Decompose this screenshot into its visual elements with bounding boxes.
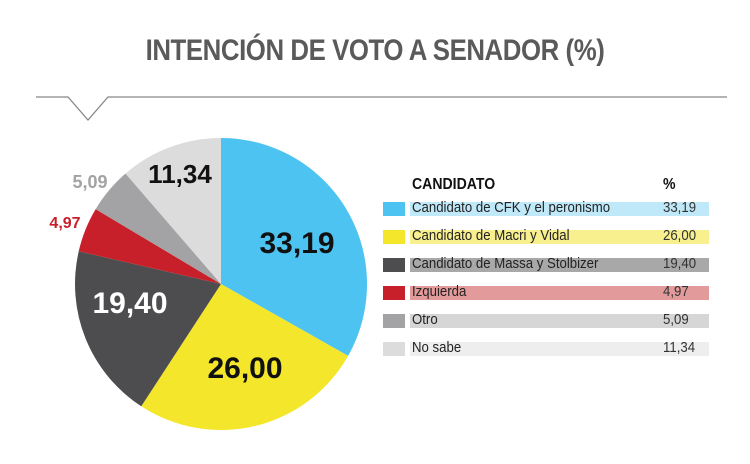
legend-name: Candidato de Massa y Stolbizer (412, 255, 599, 272)
slice-label: 26,00 (207, 352, 282, 385)
legend-header: CANDIDATO % (383, 176, 713, 198)
legend-bar (410, 230, 709, 244)
legend-name: Candidato de Macri y Vidal (412, 227, 570, 244)
legend-swatch (383, 286, 405, 300)
title-divider (36, 96, 727, 121)
slice-label: 33,19 (259, 227, 334, 260)
legend-header-value: % (663, 176, 676, 193)
legend-bar (410, 286, 709, 300)
legend-name: Otro (412, 311, 438, 328)
legend-value: 4,97 (663, 283, 689, 300)
legend-bar (410, 202, 709, 216)
pie-slice-5 (125, 138, 221, 284)
pie-slice-0 (221, 138, 367, 356)
legend-value: 5,09 (663, 311, 689, 328)
legend-name: Candidato de CFK y el peronismo (412, 199, 611, 216)
pie-slice-3 (78, 209, 221, 284)
legend-bar (410, 258, 709, 272)
legend-header-name: CANDIDATO (412, 176, 496, 193)
legend-value: 26,00 (663, 227, 697, 244)
pie-slice-1 (141, 284, 349, 430)
pie-slice-2 (75, 251, 222, 407)
legend-value: 19,40 (663, 255, 697, 272)
legend-row: No sabe 11,34 (383, 338, 713, 366)
slice-label: 19,40 (92, 287, 167, 320)
legend-row: Izquierda 4,97 (383, 282, 713, 310)
legend-row: Otro 5,09 (383, 310, 713, 338)
legend-swatch (383, 342, 405, 356)
chart-title: INTENCIÓN DE VOTO A SENADOR (%) (145, 34, 605, 67)
legend-row: Candidato de CFK y el peronismo 33,19 (383, 198, 713, 226)
slice-label: 5,09 (72, 172, 107, 192)
legend-name: Izquierda (412, 283, 467, 300)
slice-label: 4,97 (49, 215, 80, 232)
legend-row: Candidato de Massa y Stolbizer 19,40 (383, 254, 713, 282)
legend: CANDIDATO % Candidato de CFK y el peroni… (383, 176, 713, 366)
slice-label: 11,34 (148, 159, 212, 189)
legend-value: 11,34 (663, 339, 696, 356)
legend-row: Candidato de Macri y Vidal 26,00 (383, 226, 713, 254)
legend-bar (410, 314, 709, 328)
legend-value: 33,19 (663, 199, 697, 216)
legend-swatch (383, 230, 405, 244)
legend-swatch (383, 258, 405, 272)
legend-bar (410, 342, 709, 356)
legend-name: No sabe (412, 339, 462, 356)
pie-slice-4 (95, 173, 221, 284)
legend-swatch (383, 314, 405, 328)
legend-swatch (383, 202, 405, 216)
